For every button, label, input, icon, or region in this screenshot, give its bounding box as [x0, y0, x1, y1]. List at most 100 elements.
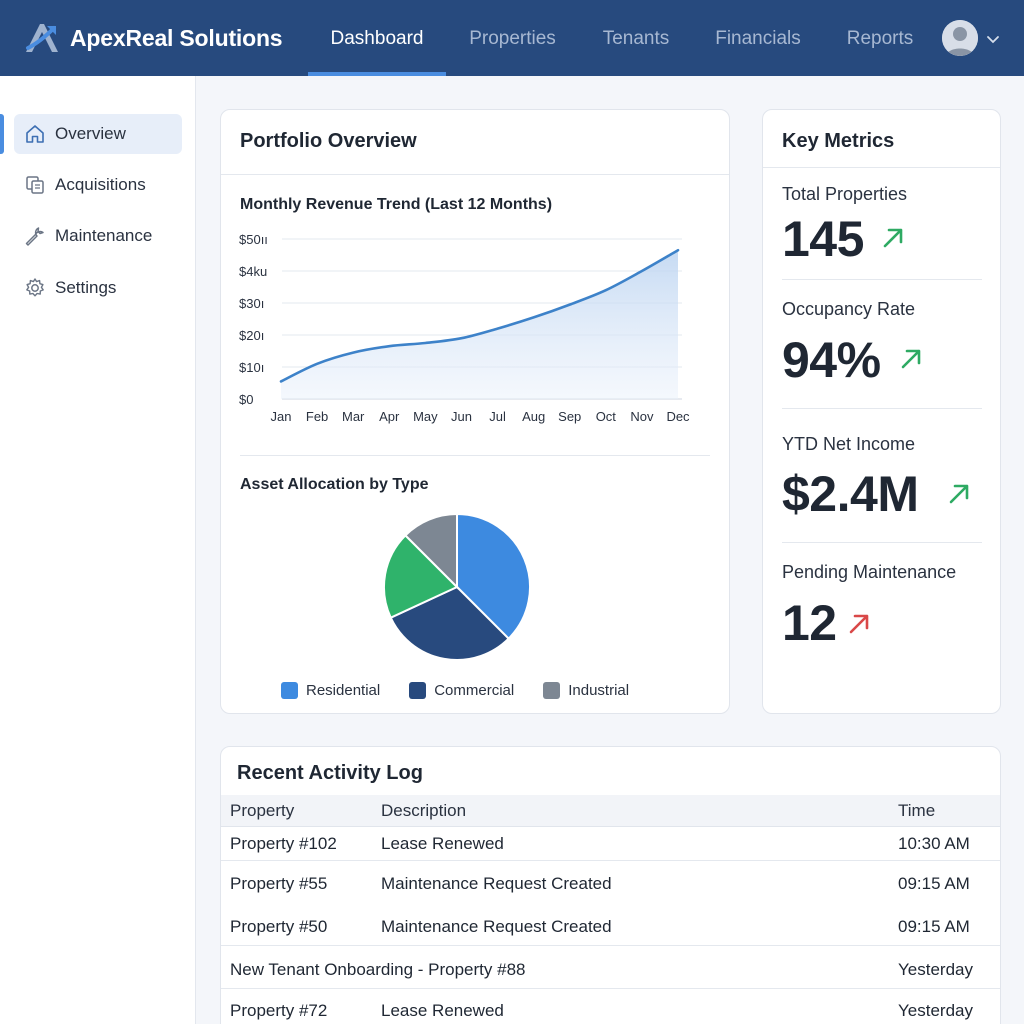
metric-label-ytd-net-income: YTD Net Income — [782, 434, 916, 454]
sidebar-active-indicator — [0, 114, 4, 154]
legend-item-residential: Residential — [281, 681, 381, 699]
chevron-down-icon[interactable] — [985, 31, 1001, 47]
sidebar-item-label: Maintenance — [55, 226, 153, 245]
x-tick-label: Jul — [489, 409, 506, 424]
key-metrics-card — [762, 109, 1001, 714]
tab-dashboard[interactable]: Dashboard — [330, 28, 424, 49]
card-divider — [221, 174, 729, 175]
top-navbar: ApexReal Solutions Dashboard Properties … — [0, 0, 1024, 76]
sidebar-item-settings[interactable]: Settings — [14, 268, 182, 308]
x-tick-label: Dec — [666, 409, 690, 424]
column-header-time[interactable]: Time — [898, 801, 936, 820]
cell-time: 10:30 AM — [898, 834, 970, 853]
portfolio-overview-title: Portfolio Overview — [240, 130, 417, 152]
tab-tenants[interactable]: Tenants — [602, 28, 670, 49]
trend-up-icon — [901, 349, 921, 369]
x-tick-label: Feb — [306, 409, 328, 424]
tab-properties[interactable]: Properties — [469, 28, 556, 49]
cell-description: Maintenance Request Created — [381, 917, 612, 936]
home-icon — [26, 125, 44, 143]
x-tick-label: Jan — [271, 409, 292, 424]
legend-label: Commercial — [434, 681, 515, 699]
cell-property: Property #55 — [230, 874, 328, 893]
pie-slice-industrial[interactable] — [403, 512, 458, 590]
tab-financials[interactable]: Financials — [715, 28, 801, 49]
gear-icon — [26, 278, 44, 297]
x-tick-label: Apr — [379, 409, 400, 424]
cell-property: Property #50 — [230, 917, 328, 936]
legend-item-commercial: Commercial — [409, 681, 515, 699]
trend-up-icon — [949, 484, 969, 504]
legend-swatch-industrial — [543, 681, 561, 699]
sidebar — [0, 76, 196, 1024]
y-tick-label: $10ı — [239, 360, 264, 375]
metric-value-pending-maintenance: 12 — [782, 595, 837, 651]
legend-swatch-commercial — [409, 681, 427, 699]
x-tick-label: Oct — [596, 409, 617, 424]
column-header-description[interactable]: Description — [381, 801, 467, 820]
activity-log-card — [220, 746, 1001, 1024]
sidebar-item-acquisitions[interactable]: Acquisitions — [14, 165, 182, 205]
key-metrics-title: Key Metrics — [782, 130, 895, 152]
allocation-chart-title: Asset Allocation by Type — [240, 476, 429, 493]
metric-value-occupancy-rate: 94% — [782, 332, 881, 388]
cell-property: Property #72 — [230, 1001, 328, 1020]
pie-slice-residential[interactable] — [456, 512, 531, 641]
pie-slice-commercial[interactable] — [389, 585, 511, 661]
sidebar-item-label: Settings — [55, 278, 117, 297]
x-tick-label: Aug — [522, 409, 545, 424]
copy-icon — [26, 176, 44, 194]
y-tick-label: $0 — [239, 392, 253, 407]
revenue-area-fill — [281, 250, 678, 399]
cell-time: Yesterday — [898, 1001, 973, 1020]
x-tick-label: Nov — [630, 409, 654, 424]
brand[interactable]: ApexReal Solutions — [22, 18, 283, 58]
sidebar-item-overview[interactable]: Overview — [14, 114, 182, 154]
row-divider — [221, 860, 1000, 861]
metric-divider — [782, 542, 982, 543]
column-header-property[interactable]: Property — [230, 801, 295, 820]
row-divider — [221, 945, 1000, 946]
revenue-chart-title: Monthly Revenue Trend (Last 12 Months) — [240, 196, 553, 213]
sidebar-item-label: Acquisitions — [55, 175, 146, 194]
cell-description: Maintenance Request Created — [381, 874, 612, 893]
metric-value-total-properties: 145 — [782, 211, 864, 267]
metric-divider — [782, 279, 982, 280]
trend-up-negative-icon — [849, 614, 869, 634]
y-tick-label: $50ıı — [239, 232, 268, 247]
pie-legend: Residential Commercial Industrial — [281, 680, 658, 700]
activity-log-title: Recent Activity Log — [237, 762, 423, 784]
cell-time: 09:15 AM — [898, 917, 970, 936]
cell-property: Property #102 — [230, 834, 337, 853]
sidebar-item-label: Overview — [55, 124, 126, 143]
wrench-icon — [25, 227, 44, 246]
legend-label: Residential — [306, 681, 381, 699]
metric-divider — [782, 408, 982, 409]
cell-time: 09:15 AM — [898, 874, 970, 893]
asset-allocation-pie — [383, 512, 531, 661]
cell-description: Lease Renewed — [381, 834, 504, 853]
active-tab-indicator — [308, 72, 446, 76]
trend-up-icon — [883, 228, 903, 248]
tab-reports[interactable]: Reports — [846, 28, 914, 49]
sidebar-item-maintenance[interactable]: Maintenance — [14, 216, 182, 256]
user-avatar[interactable] — [942, 20, 978, 56]
brand-name: ApexReal Solutions — [70, 24, 283, 51]
metric-label-occupancy-rate: Occupancy Rate — [782, 299, 916, 319]
chart-divider — [240, 455, 710, 456]
card-divider — [763, 167, 1000, 168]
x-tick-label: Mar — [342, 409, 365, 424]
user-avatar-icon — [942, 20, 978, 56]
revenue-series-line — [279, 248, 680, 383]
revenue-area-chart: $0 $10ı $20ı $30ı $4ku $50ıı Jan Feb Mar Apr May J… — [239, 232, 690, 424]
y-tick-label: $4ku — [239, 264, 267, 279]
pie-slice-green[interactable] — [383, 533, 459, 619]
x-tick-label: May — [413, 409, 438, 424]
metric-value-ytd-net-income: $2.4M — [782, 466, 919, 522]
x-tick-label: Sep — [558, 409, 581, 424]
legend-label: Industrial — [568, 681, 630, 699]
metric-label-pending-maintenance: Pending Maintenance — [782, 562, 957, 582]
cell-property: New Tenant Onboarding - Property #88 — [230, 960, 526, 979]
legend-item-industrial: Industrial — [543, 681, 630, 699]
legend-swatch-residential — [281, 681, 298, 699]
